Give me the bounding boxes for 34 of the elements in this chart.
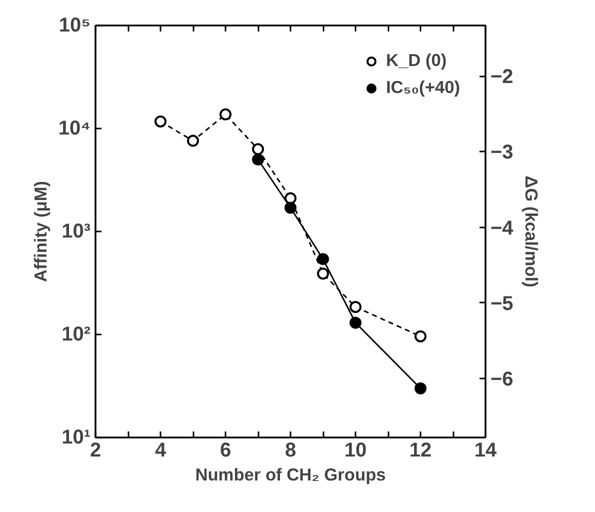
point [284,202,296,214]
x-axis-title: Number of CH₂ Groups [195,464,386,484]
y2-axis-title: ΔG (kcal/mol) [521,176,542,288]
y2-tick-label: −6 [490,368,514,391]
y-tick-label: 10⁵ [58,14,90,36]
point [220,108,232,120]
point [414,382,426,394]
y-axis-title: Affinity (μM) [30,180,50,282]
legend-label: IC₅₀(+40) [386,77,460,98]
y-tick-label: 10⁴ [58,118,90,140]
y2-tick-label: −5 [490,292,514,315]
x-tick-label: 12 [409,440,432,462]
y2-tick-label: −3 [490,142,514,164]
point [350,300,362,313]
y-tick-label: 10¹ [62,426,91,448]
point [350,316,362,329]
x-tick-label: 8 [284,440,296,462]
x-tick-label: 10 [344,440,367,462]
point [317,268,329,280]
point [317,253,329,266]
y-tick-label: 10² [62,324,91,346]
x-tick-label: 14 [474,440,498,462]
x-tick-label: 2 [90,440,102,462]
point [187,134,199,147]
legend-label: K_D (0) [386,50,447,71]
point [252,143,264,156]
y-tick-label: 10³ [62,220,91,242]
point [252,154,264,166]
point [414,330,426,342]
point [154,115,166,128]
x-tick-label: 6 [220,440,232,462]
y2-tick-label: −4 [490,217,514,240]
y2-tick-label: −2 [490,66,514,88]
x-tick-label: 4 [154,440,167,462]
